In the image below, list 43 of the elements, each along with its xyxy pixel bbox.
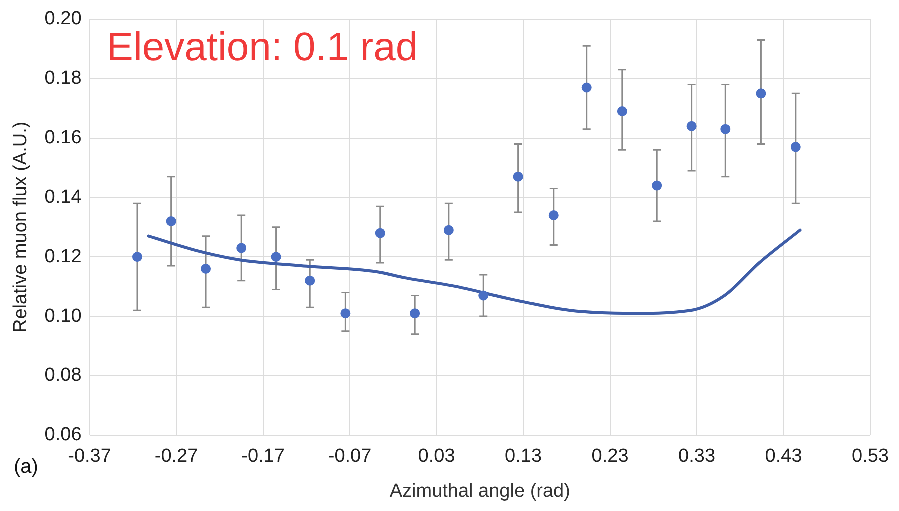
x-tick-label: 0.53: [852, 446, 889, 468]
y-tick-label: 0.20: [44, 8, 82, 30]
point: [720, 124, 731, 134]
x-tick-label: -0.07: [328, 446, 372, 468]
y-tick-label: 0.12: [44, 246, 82, 268]
x-tick-label: -0.27: [154, 446, 198, 468]
point: [305, 276, 316, 286]
y-tick-label: 0.18: [44, 68, 82, 90]
y-tick-label: 0.14: [44, 186, 82, 208]
point: [132, 252, 142, 262]
point: [201, 264, 212, 274]
point: [652, 180, 662, 191]
point: [686, 121, 697, 132]
point: [236, 243, 247, 254]
x-tick-label: 0.43: [765, 446, 802, 468]
point: [375, 228, 386, 238]
text: (a): [14, 456, 38, 478]
point: [548, 210, 559, 221]
point: [166, 216, 176, 226]
point: [617, 106, 628, 117]
y-tick-label: 0.16: [44, 127, 82, 148]
y-tick-label: 0.08: [44, 365, 82, 386]
y-tick-label: 0.10: [44, 306, 82, 327]
point: [444, 225, 454, 236]
x-tick-label: 0.03: [418, 446, 456, 468]
point: [478, 290, 489, 301]
point: [582, 82, 592, 93]
x-tick-label: -0.37: [68, 446, 112, 468]
x-tick-label: 0.33: [678, 446, 716, 468]
point: [790, 142, 801, 152]
x-tick-label: 0.13: [505, 446, 542, 468]
x-axis-title: Azimuthal angle (rad): [390, 480, 570, 502]
x-tick-label: -0.17: [242, 446, 285, 468]
line-series: [147, 228, 802, 316]
point: [756, 88, 766, 99]
point: [410, 308, 420, 319]
x-tick-label: 0.23: [592, 446, 629, 468]
y-tick-label: 0.06: [44, 424, 82, 446]
annotation: Elevation: 0.1 rad: [106, 25, 418, 70]
y-axis-title: Relative muon flux (A.U.): [10, 122, 32, 333]
point: [271, 252, 282, 262]
point: [513, 172, 524, 182]
point: [340, 308, 351, 319]
